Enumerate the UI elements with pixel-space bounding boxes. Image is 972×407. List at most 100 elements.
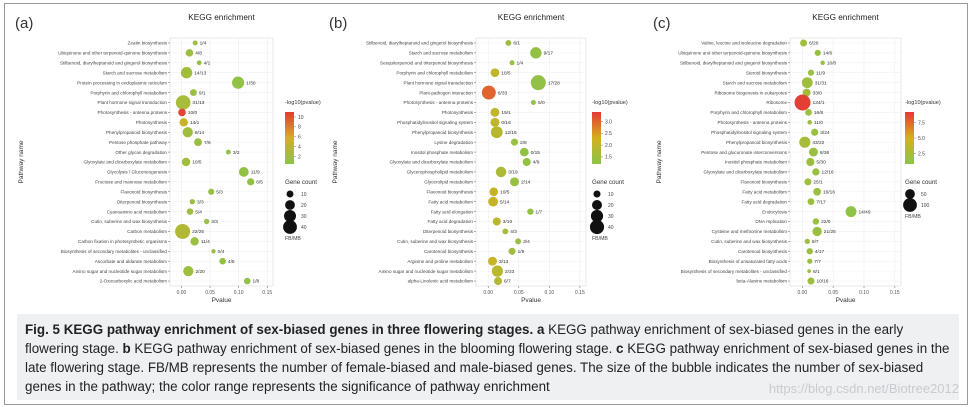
size-legend-title: Gene count: [905, 179, 937, 186]
bubble-label: 0/4: [218, 249, 225, 255]
x-tick-label: 0.15: [890, 290, 900, 296]
pathway-label: Diterpenoid biosynthesis: [117, 199, 168, 204]
bubble-label: 22/0: [821, 219, 831, 225]
bubble: [211, 249, 216, 254]
bubble-label: 10/5: [192, 160, 202, 166]
size-legend-label: 30: [608, 214, 614, 220]
pathway-label: Flavonoid biosynthesis: [427, 189, 474, 194]
color-tick-label: 6: [298, 135, 301, 141]
pathway-label: Glyoxylate and dicarboxylate metabolism: [704, 170, 788, 175]
pathway-label: Phosphatidylinositol signaling system: [711, 130, 787, 135]
x-tick-label: 0.05: [514, 290, 524, 296]
pathway-label: Cutin, suberine and wax biosynthesis: [711, 239, 788, 244]
bubble: [183, 265, 194, 277]
size-legend-note: FB/MB: [592, 236, 608, 242]
bubble: [481, 85, 496, 100]
bubble-label: 5/14: [500, 199, 510, 205]
bubble: [530, 75, 546, 91]
bubble-label: 43/22: [812, 140, 824, 146]
x-tick-label: 0.00: [483, 290, 493, 296]
bubble-label: 0/16: [501, 120, 511, 126]
size-legend-dot: [284, 210, 296, 222]
bubble-label: 4/8: [195, 51, 202, 57]
pathway-label: Photosynthesis - antenna proteins: [718, 120, 788, 125]
color-bar: [905, 112, 914, 164]
bubble: [192, 40, 198, 46]
bubble-label: 3/19: [508, 170, 518, 176]
bubble: [509, 60, 515, 66]
bubble: [490, 68, 500, 78]
size-legend-label: 30: [301, 214, 307, 220]
bubble: [495, 166, 507, 178]
bubble-label: 4/17: [815, 249, 825, 255]
pathway-label: Zeatin biosynthesis: [128, 41, 168, 46]
pathway-label: Sesquiterpenoid and triterpenoid biosynt…: [380, 61, 474, 66]
bubble: [811, 128, 819, 136]
bubble: [812, 168, 820, 176]
bubble-label: 2/23: [505, 269, 515, 275]
caption-title: Fig. 5 KEGG pathway enrichment of sex-bi…: [25, 322, 534, 337]
color-tick-label: 8: [298, 125, 301, 131]
pathway-label: Porphyrin and chlorophyll metabolism: [396, 70, 473, 75]
bubble-label: 6/20: [809, 41, 819, 47]
pathway-label: Photosynthesis - antenna proteins: [404, 100, 474, 105]
bubble-label: 15/1: [501, 110, 511, 116]
bubble: [196, 60, 202, 66]
bubble: [175, 223, 191, 239]
pathway-label: Ubiquinone and other terpenoid-quinone b…: [678, 51, 787, 56]
watermark: https://blog.csdn.net/Biotree2012: [768, 381, 959, 396]
size-legend-label: 100: [921, 203, 930, 209]
bubble: [807, 277, 815, 285]
bubble-label: 25/1: [813, 180, 823, 186]
bubble: [807, 198, 815, 206]
bubble: [190, 237, 199, 246]
size-legend-dot: [283, 220, 297, 234]
bubble: [194, 138, 202, 147]
pathway-label: Porphyrin and chlorophyll metabolism: [710, 110, 787, 115]
bubble-label: 8/7: [812, 239, 819, 245]
bubble-label: 10/0: [188, 110, 198, 116]
bubble-label: 1/30: [246, 80, 256, 86]
pathway-label: Protein processing in endoplasmic reticu…: [77, 80, 167, 85]
pathway-label: Cyanoamino acid metabolism: [107, 209, 167, 214]
bubble-label: 14/49: [859, 209, 871, 215]
pathway-label: Cutin, suberine and wax biosynthesis: [397, 239, 474, 244]
bubble: [179, 118, 188, 127]
color-tick-label: 4: [298, 144, 301, 150]
x-axis-title: Pvalue: [521, 297, 541, 304]
bubble-label: 4/3: [510, 229, 517, 235]
color-tick-label: 5.0: [918, 136, 925, 142]
pathway-label: Stilbenoid, diarylheptanoid and gingerol…: [680, 61, 788, 66]
pathway-label: 2-Oxocarboxylic acid metabolism: [100, 279, 168, 284]
caption-part-b-text: KEGG pathway enrichment of sex-biased ge…: [130, 341, 617, 356]
bubble: [802, 88, 811, 97]
bubble: [807, 120, 813, 125]
size-legend-dot: [903, 198, 917, 212]
color-bar: [592, 112, 601, 164]
size-legend-dot: [905, 189, 915, 199]
bubble-label: 11/0: [814, 120, 823, 126]
pathway-label: Fatty acid metabolism: [428, 199, 473, 204]
bubble-label: 14/1: [190, 120, 200, 126]
bubble-label: 11/9: [251, 170, 260, 176]
bubble-label: 5/0: [538, 100, 545, 106]
pathway-label: Stilbenoid, diarylheptanoid and gingerol…: [366, 41, 474, 46]
bubble: [812, 218, 820, 225]
bubble: [530, 47, 542, 59]
pathway-label: Glycolysis / Gluconeogenesis: [107, 170, 168, 175]
bubble: [804, 178, 812, 186]
bubble: [185, 49, 194, 57]
figure-frame: (a) KEGG enrichment 0.00 0.05 0.10 0.15 Zeatin…: [4, 3, 968, 405]
pathway-label: Endocytosis: [762, 209, 787, 214]
pathway-label: Fructose and mannose metabolism: [95, 180, 167, 185]
bubble: [178, 108, 186, 117]
pathway-label: Biosynthesis of secondary metabolites - …: [681, 269, 788, 274]
color-tick-label: 2.5: [605, 131, 612, 137]
color-tick-label: 10: [298, 115, 304, 121]
chart-title: KEGG enrichment: [188, 13, 255, 22]
bubble-label: 1/7: [536, 209, 543, 215]
bubble: [186, 208, 194, 215]
y-axis-title: Pathway name: [332, 140, 339, 183]
panel-letter: (c): [653, 15, 671, 32]
chart-title: KEGG enrichment: [498, 13, 565, 22]
